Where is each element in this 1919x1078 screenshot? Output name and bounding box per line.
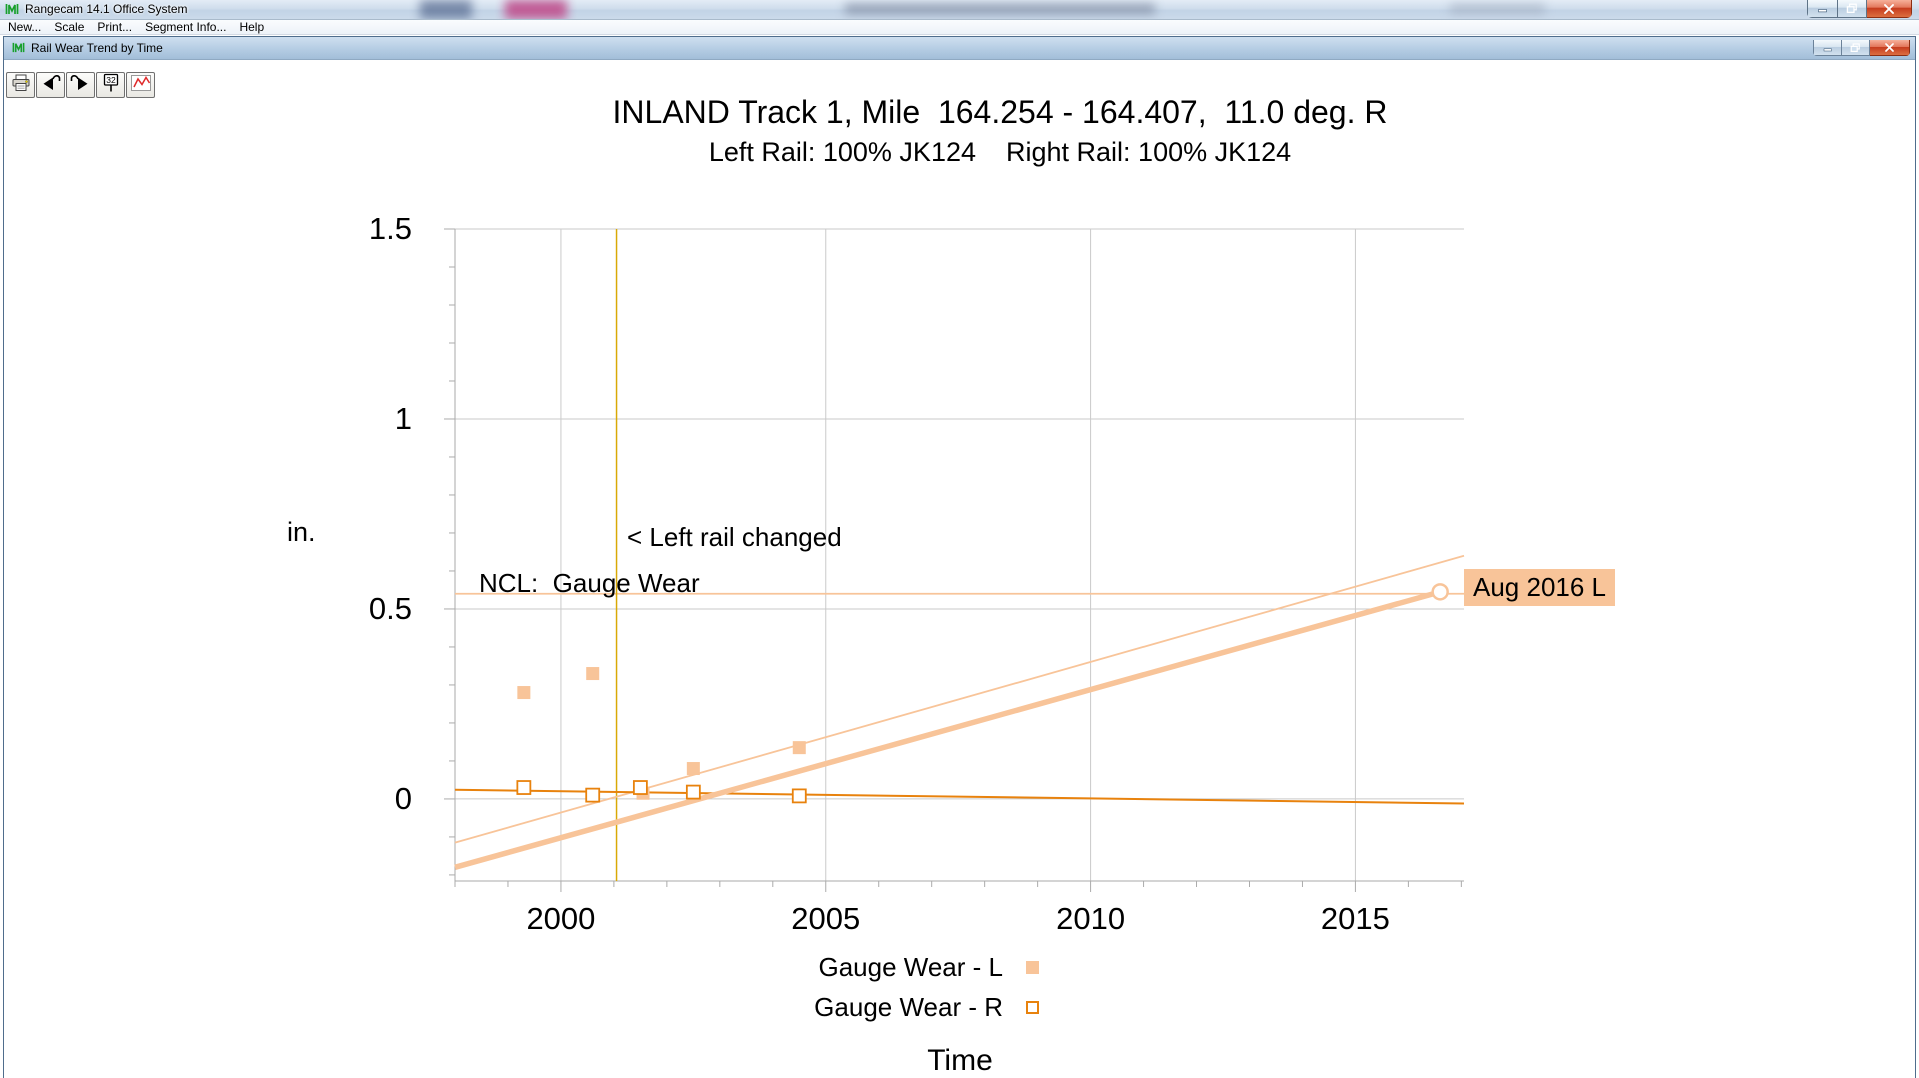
reference-lines — [455, 229, 1464, 881]
print-button[interactable] — [6, 72, 35, 98]
menu-item-scale[interactable]: Scale — [54, 20, 85, 34]
legend-marker-open-square — [1026, 1001, 1039, 1014]
data-point-marker — [636, 786, 650, 800]
next-segment-icon — [70, 73, 91, 97]
chart-window-icon — [12, 41, 25, 54]
chart-title: INLAND Track 1, Mile 164.254 - 164.407, … — [612, 94, 1388, 130]
close-button[interactable] — [1867, 0, 1912, 18]
milepost-sign-icon: 32 — [101, 73, 121, 98]
app-title: Rangecam 14.1 Office System — [25, 2, 188, 16]
y-tick-label: 0.5 — [368, 590, 412, 626]
previous-segment-button[interactable] — [36, 72, 65, 98]
legend-label-gauge-wear-l: Gauge Wear - L — [818, 952, 1003, 982]
gridlines — [455, 228, 1464, 881]
minimize-button[interactable] — [1807, 0, 1838, 18]
left-rail-trend-thick — [454, 589, 1441, 870]
menu-bar: New... Scale Print... Segment Info... He… — [0, 20, 1919, 35]
plot-area — [444, 228, 1465, 892]
trend-end-circle-marker — [1431, 583, 1449, 601]
y-tick-label: 0 — [394, 780, 412, 816]
chart-subtitle: Left Rail: 100% JK124 Right Rail: 100% J… — [400, 137, 1600, 168]
printer-icon — [11, 74, 31, 97]
background-blur-artifact — [505, 0, 567, 19]
menu-item-new[interactable]: New... — [8, 20, 42, 34]
svg-text:32: 32 — [106, 75, 116, 85]
toolbar: 32 — [6, 72, 156, 98]
ncl-limit-annotation: NCL: Gauge Wear — [479, 568, 700, 598]
chart-client-area: 32 2000 2005 2010 2015 0 0.5 1 1.5 — [4, 60, 1915, 1078]
background-blur-artifact — [845, 4, 1155, 14]
next-segment-button[interactable] — [66, 72, 95, 98]
trend-chart-icon — [130, 73, 152, 98]
menu-item-print[interactable]: Print... — [97, 20, 133, 34]
data-point-marker — [791, 788, 807, 804]
milepost-scale-button[interactable]: 32 — [96, 72, 125, 98]
chart-window: Rail Wear Trend by Time — [3, 36, 1916, 1078]
chart-window-titlebar: Rail Wear Trend by Time — [4, 37, 1915, 60]
axis-tick-labels: 2000 2005 2010 2015 0 0.5 1 1.5 — [4, 60, 1915, 1078]
menu-item-help[interactable]: Help — [239, 20, 265, 34]
data-point-marker — [685, 784, 701, 800]
data-point-marker — [516, 780, 532, 795]
menu-item-segment-info[interactable]: Segment Info... — [145, 20, 227, 34]
y-axis-label: in. — [287, 517, 316, 547]
data-point-marker — [586, 667, 600, 681]
previous-segment-icon — [40, 73, 61, 97]
window-controls — [1807, 0, 1912, 18]
legend-marker-filled-square — [1026, 961, 1039, 974]
data-point-marker — [517, 686, 531, 700]
app-titlebar: Rangecam 14.1 Office System — [0, 0, 1919, 20]
data-point-marker — [686, 762, 700, 776]
x-tick-label: 2015 — [1320, 901, 1390, 936]
background-blur-artifact — [1450, 4, 1545, 14]
chart-window-title: Rail Wear Trend by Time — [31, 41, 163, 55]
series-gauge-wear-r — [516, 780, 807, 804]
y-tick-label: 1 — [394, 400, 412, 436]
left-rail-metal-label: Left Rail: 100% JK124 — [708, 137, 976, 167]
child-close-button[interactable] — [1870, 40, 1910, 56]
x-tick-label: 2005 — [791, 901, 861, 936]
trend-chart-button[interactable] — [126, 72, 155, 98]
right-rail-metal-label: Right Rail: 100% JK124 — [1006, 137, 1292, 167]
chart-window-controls — [1813, 40, 1910, 56]
background-blur-artifact — [420, 0, 472, 19]
axes — [444, 228, 1464, 892]
trend-endpoint-annotation: Aug 2016 L — [1464, 569, 1616, 606]
data-point-marker — [792, 741, 806, 755]
legend-label-gauge-wear-r: Gauge Wear - R — [814, 992, 1003, 1022]
data-point-marker — [585, 787, 601, 803]
data-point-marker — [632, 780, 648, 795]
series-gauge-wear-l — [517, 667, 806, 800]
y-tick-label: 1.5 — [368, 211, 412, 246]
right-rail-trend — [454, 788, 1465, 805]
rail-changed-annotation: < Left rail changed — [627, 522, 842, 552]
child-minimize-button[interactable] — [1813, 40, 1842, 56]
x-tick-label: 2000 — [526, 901, 596, 936]
child-restore-button[interactable] — [1842, 40, 1870, 56]
trend-lines — [454, 554, 1465, 870]
restore-button[interactable] — [1838, 0, 1867, 18]
x-tick-label: 2010 — [1056, 901, 1126, 936]
x-axis-label: Time — [927, 1044, 993, 1077]
app-logo-icon — [5, 2, 19, 16]
